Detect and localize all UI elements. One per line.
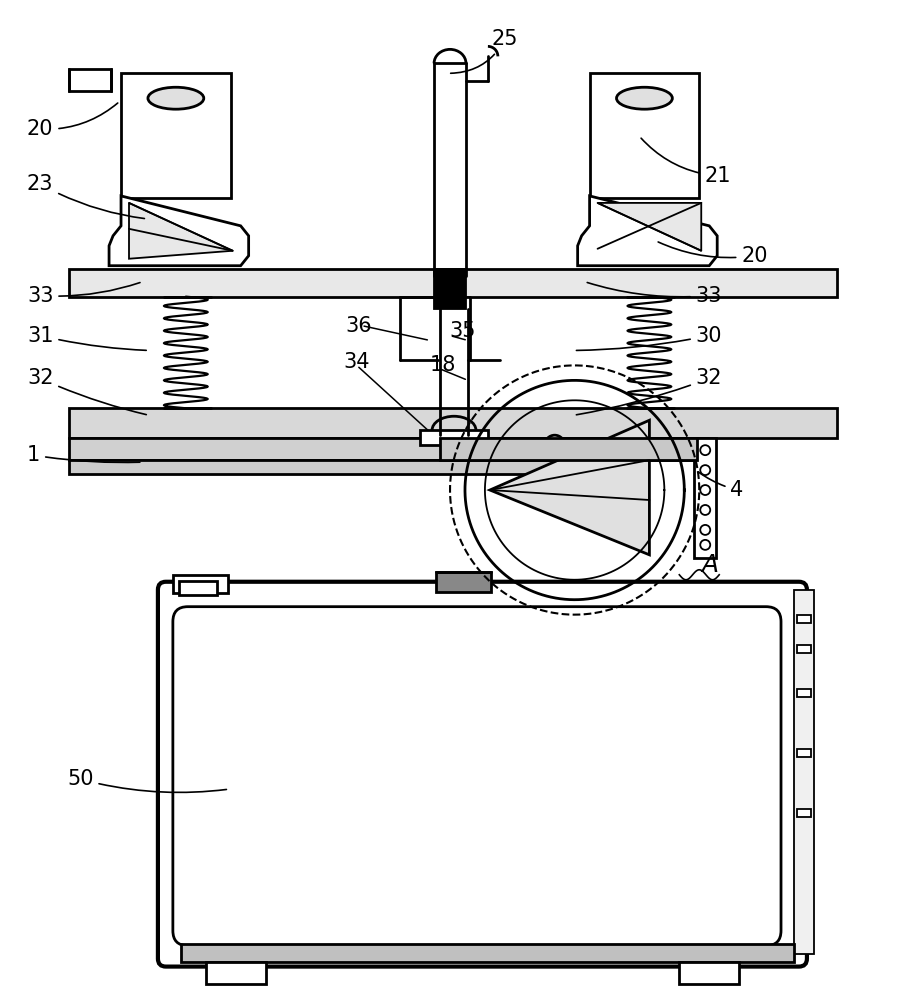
Circle shape <box>700 485 710 495</box>
Text: 35: 35 <box>450 321 476 341</box>
Bar <box>436 572 491 592</box>
Bar <box>434 269 466 309</box>
Text: 20: 20 <box>27 103 118 139</box>
FancyBboxPatch shape <box>158 582 807 967</box>
Bar <box>794 590 813 954</box>
Text: 30: 30 <box>577 326 722 350</box>
Text: 36: 36 <box>345 316 373 336</box>
Text: 31: 31 <box>27 326 146 350</box>
Text: 23: 23 <box>27 174 144 219</box>
Bar <box>173 575 228 593</box>
Polygon shape <box>109 196 249 266</box>
Polygon shape <box>490 420 650 555</box>
Polygon shape <box>578 196 717 266</box>
FancyBboxPatch shape <box>173 607 781 946</box>
Polygon shape <box>129 203 233 259</box>
Bar <box>797 615 811 623</box>
Bar <box>797 645 811 653</box>
Bar <box>69 460 618 474</box>
Ellipse shape <box>148 87 204 109</box>
Text: 21: 21 <box>641 138 731 186</box>
Text: 20: 20 <box>658 242 768 266</box>
Bar <box>121 73 230 198</box>
Bar <box>69 438 707 460</box>
Circle shape <box>545 435 565 455</box>
Bar <box>69 408 837 438</box>
Text: 50: 50 <box>67 769 227 792</box>
Text: 34: 34 <box>343 352 369 372</box>
Circle shape <box>700 465 710 475</box>
Circle shape <box>700 505 710 515</box>
Text: 32: 32 <box>577 368 722 415</box>
Text: 18: 18 <box>430 355 456 375</box>
Bar <box>69 69 112 91</box>
Bar <box>206 962 266 984</box>
Bar <box>590 73 699 198</box>
Bar <box>179 581 217 595</box>
Ellipse shape <box>617 87 673 109</box>
Circle shape <box>700 445 710 455</box>
Bar <box>420 430 488 445</box>
Bar <box>695 438 717 558</box>
Text: A: A <box>701 553 718 577</box>
Bar <box>797 809 811 817</box>
Circle shape <box>700 540 710 550</box>
Text: 4: 4 <box>698 472 744 500</box>
Bar <box>440 438 697 460</box>
Polygon shape <box>598 203 701 251</box>
Bar <box>69 269 837 297</box>
Text: 32: 32 <box>27 368 146 415</box>
Bar <box>181 944 794 962</box>
Bar <box>797 689 811 697</box>
Text: 33: 33 <box>587 282 722 306</box>
Text: 25: 25 <box>451 29 518 73</box>
Text: 33: 33 <box>27 283 140 306</box>
Bar <box>679 962 739 984</box>
Bar <box>797 749 811 757</box>
Text: 1: 1 <box>27 445 140 465</box>
Circle shape <box>700 525 710 535</box>
